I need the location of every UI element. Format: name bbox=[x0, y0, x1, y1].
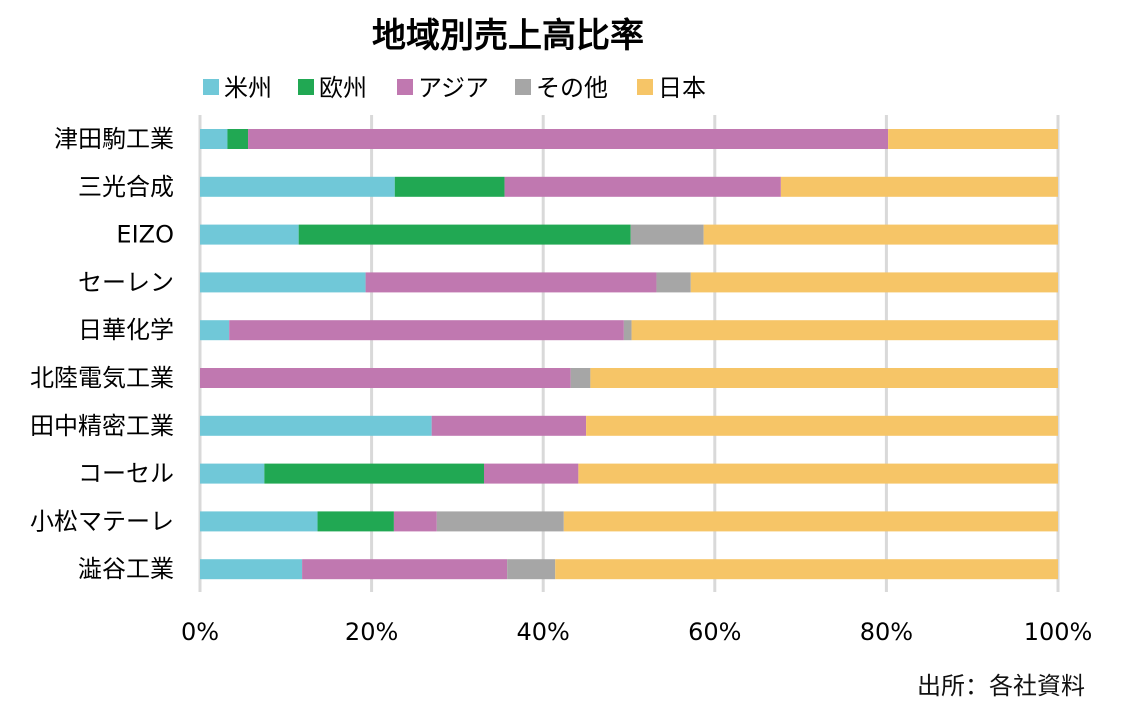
bar-segment bbox=[586, 415, 1058, 436]
category-label: EIZO bbox=[116, 221, 174, 249]
chart-title: 地域別売上高比率 bbox=[372, 16, 644, 56]
bar-segment bbox=[431, 415, 587, 436]
category-label: 小松マテーレ bbox=[30, 507, 174, 535]
bar-segment bbox=[507, 559, 556, 580]
bar-segment bbox=[703, 224, 1058, 245]
legend-swatch bbox=[298, 79, 314, 95]
bar-segment bbox=[200, 224, 299, 245]
bar-segment bbox=[200, 559, 303, 580]
bar-segment bbox=[200, 511, 318, 532]
legend-label: アジア bbox=[418, 74, 489, 102]
bar-segment bbox=[631, 320, 1058, 341]
bar-segment bbox=[630, 224, 704, 245]
category-label: コーセル bbox=[78, 460, 174, 488]
legend-swatch bbox=[397, 79, 413, 95]
bar-segment bbox=[200, 129, 228, 149]
category-label: 田中精密工業 bbox=[30, 412, 174, 440]
bar-segment bbox=[483, 463, 579, 484]
x-tick-label: 40% bbox=[517, 618, 570, 646]
bar-segment bbox=[690, 272, 1058, 293]
legend-swatch bbox=[515, 79, 531, 95]
bar-segment bbox=[227, 129, 249, 149]
bar-segment bbox=[317, 511, 394, 532]
legend-swatch bbox=[637, 79, 653, 95]
legend-label: 欧州 bbox=[319, 74, 367, 102]
bar-segment bbox=[578, 463, 1058, 484]
bar-segment bbox=[563, 511, 1058, 532]
category-label: セーレン bbox=[78, 268, 174, 296]
bar-segment bbox=[200, 176, 395, 197]
bar-segment bbox=[555, 559, 1058, 580]
bar-segment bbox=[200, 320, 230, 341]
x-tick-label: 60% bbox=[688, 618, 741, 646]
bar-segment bbox=[200, 463, 265, 484]
bar-segment bbox=[436, 511, 564, 532]
bar-segment bbox=[200, 272, 366, 293]
bar-segment bbox=[229, 320, 624, 341]
bar-segment bbox=[248, 129, 889, 149]
category-label: 澁谷工業 bbox=[78, 555, 174, 583]
category-label: 津田駒工業 bbox=[54, 125, 174, 153]
bar-segment bbox=[888, 129, 1058, 149]
legend-label: 米州 bbox=[224, 74, 272, 102]
bar-segment bbox=[590, 368, 1058, 388]
bars bbox=[200, 129, 1058, 580]
bar-segment bbox=[200, 368, 571, 388]
bar-segment bbox=[200, 415, 432, 436]
bar-segment bbox=[365, 272, 657, 293]
x-tick-label: 0% bbox=[181, 618, 219, 646]
source-note: 出所：各社資料 bbox=[917, 672, 1085, 700]
bar-segment bbox=[504, 176, 781, 197]
bar-segment bbox=[393, 511, 437, 532]
legend-swatch bbox=[203, 79, 219, 95]
x-tick-label: 80% bbox=[860, 618, 913, 646]
bar-segment bbox=[780, 176, 1058, 197]
bar-segment bbox=[623, 320, 632, 341]
x-axis-tick-labels: 0% 20% 40% 60% 80% 100% bbox=[181, 618, 1092, 646]
legend: 米州 欧州 アジア その他 日本 bbox=[203, 74, 706, 102]
x-tick-label: 100% bbox=[1024, 618, 1093, 646]
legend-label: 日本 bbox=[658, 74, 706, 102]
bar-segment bbox=[264, 463, 484, 484]
category-label: 日華化学 bbox=[78, 316, 174, 344]
bar-segment bbox=[656, 272, 691, 293]
bar-segment bbox=[302, 559, 508, 580]
category-label: 三光合成 bbox=[78, 173, 174, 201]
x-tick-label: 20% bbox=[345, 618, 398, 646]
bar-segment bbox=[394, 176, 505, 197]
bar-segment bbox=[298, 224, 631, 245]
bar-segment bbox=[570, 368, 591, 388]
legend-label: その他 bbox=[536, 74, 608, 102]
category-label: 北陸電気工業 bbox=[30, 364, 174, 392]
